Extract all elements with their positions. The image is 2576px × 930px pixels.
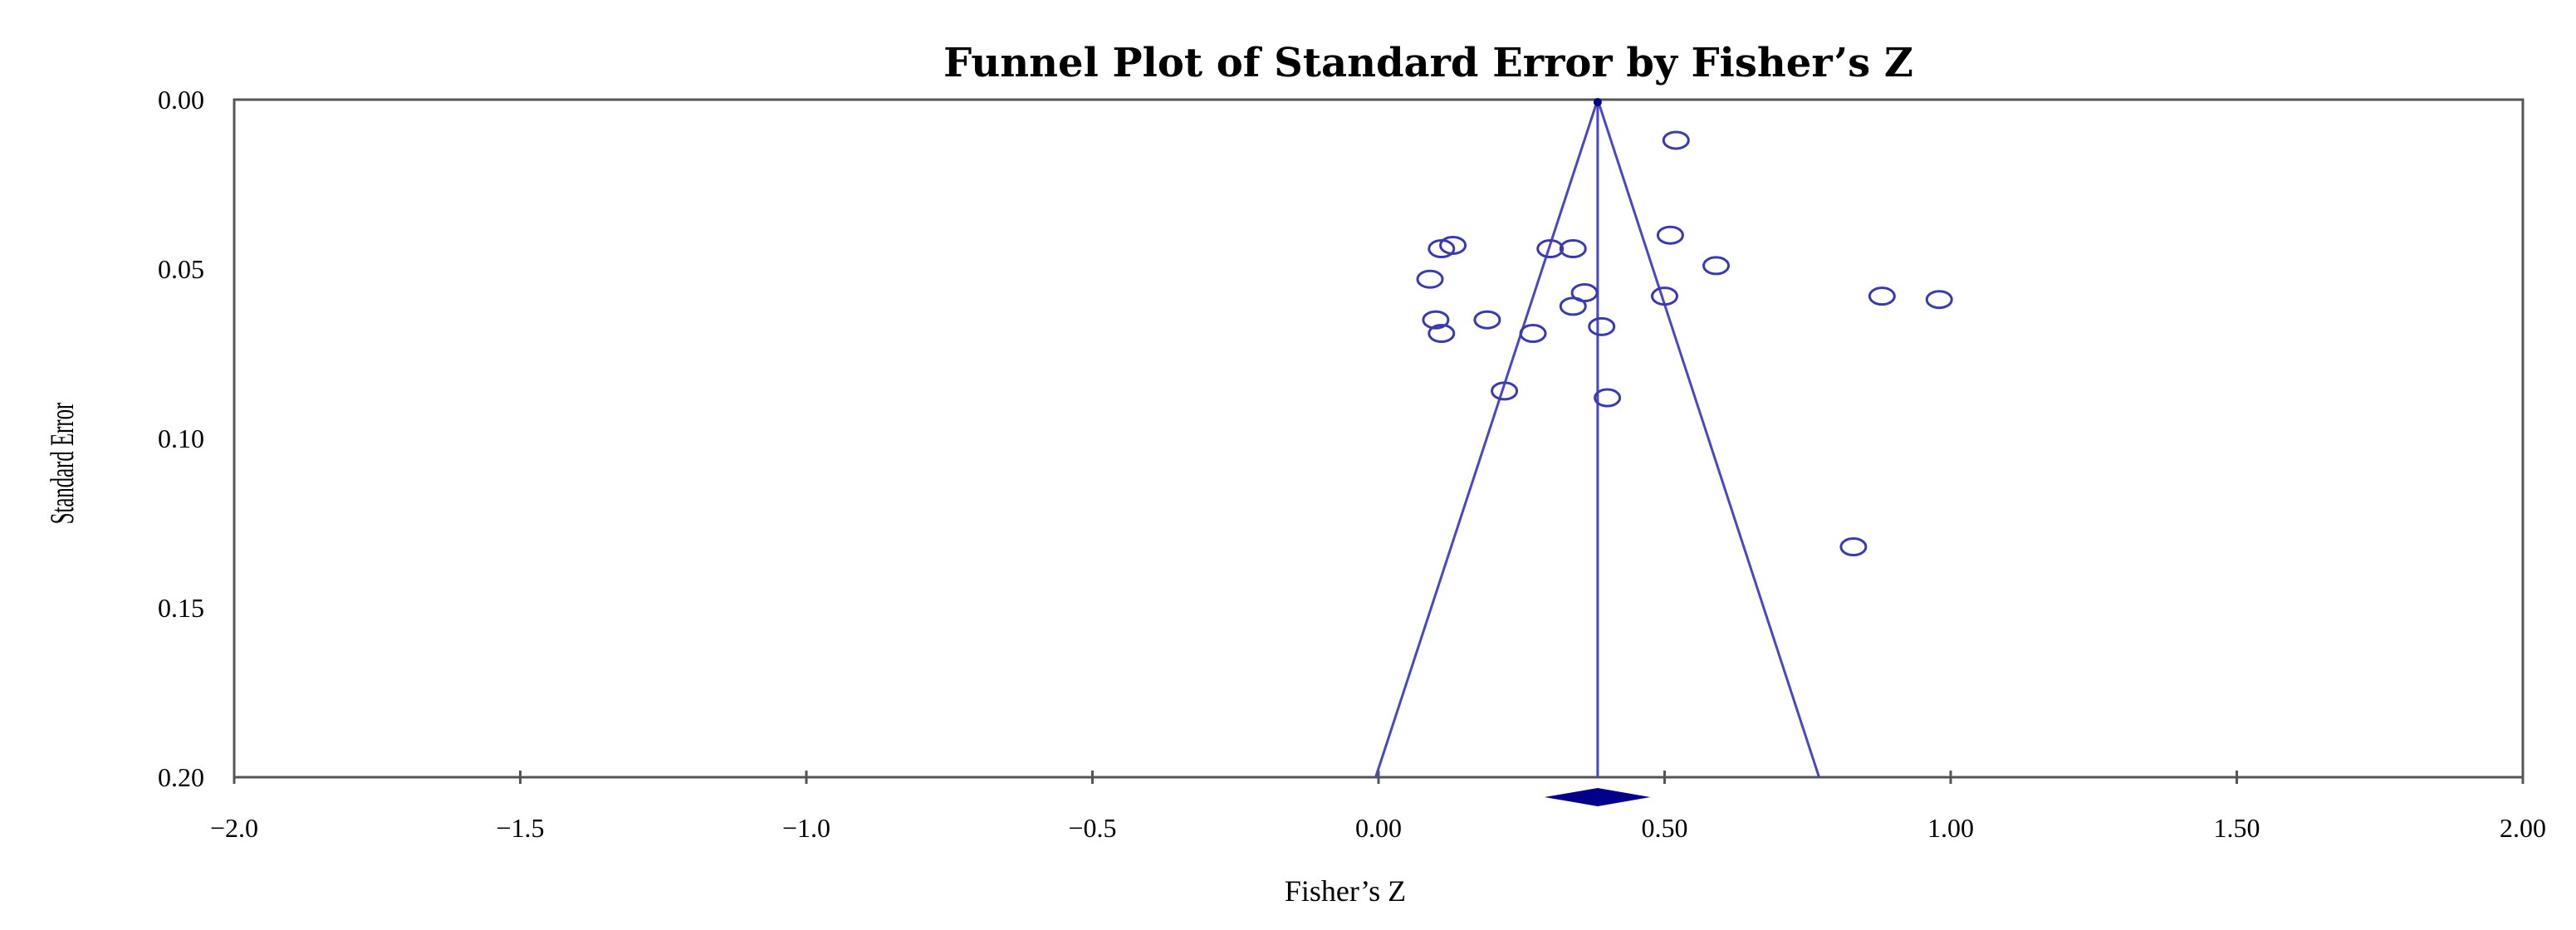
x-tick-label: 2.00 [2500, 813, 2546, 843]
study-point [1925, 290, 1953, 310]
y-tick-label: 0.15 [158, 593, 204, 623]
study-point [1428, 324, 1456, 344]
chart-title: Funnel Plot of Standard Error by Fisher’… [943, 40, 1913, 86]
study-point [1428, 239, 1456, 259]
study-point [1588, 316, 1616, 336]
funnel-left-line [1374, 99, 1599, 778]
study-point [1559, 296, 1587, 316]
x-tick-label: −0.5 [1068, 813, 1116, 843]
y-axis: 0.00 0.05 0.10 0.15 0.20 [158, 85, 204, 792]
study-point [1536, 239, 1565, 259]
funnel-right-line [1596, 99, 1820, 778]
x-axis: −2.0 −1.5 −1.0 −0.5 0.00 0.50 1.00 1.50 2.00 [210, 771, 2546, 843]
x-tick-label: 0.00 [1355, 813, 1402, 843]
study-point [1491, 381, 1519, 401]
x-tick-label: 1.00 [1927, 813, 1974, 843]
study-point [1559, 239, 1587, 259]
study-point [1839, 537, 1868, 557]
study-point [1519, 324, 1547, 344]
study-point [1422, 310, 1450, 330]
summary-diamond-group [1544, 788, 1651, 806]
x-tick-label: 1.50 [2214, 813, 2260, 843]
study-point [1651, 286, 1678, 306]
study-point [1868, 286, 1896, 306]
x-tick-label: 0.50 [1642, 813, 1688, 843]
x-axis-label: Fisher’s Z [1285, 874, 1406, 908]
y-tick-label: 0.20 [158, 762, 204, 792]
y-axis-label: Standard Error [44, 403, 81, 525]
plot-area [233, 98, 2525, 779]
x-tick-label: −1.5 [496, 813, 544, 843]
y-tick-label: 0.00 [158, 85, 204, 115]
y-tick-label: 0.05 [158, 254, 204, 284]
summary-diamond [1544, 788, 1651, 806]
y-tick-label: 0.10 [158, 423, 204, 453]
funnel-apex-dot [1593, 98, 1602, 106]
study-point [1656, 225, 1684, 245]
study-point [1662, 130, 1690, 150]
x-tick-label: −1.0 [782, 813, 830, 843]
study-point [1594, 388, 1622, 408]
data-points [1416, 130, 1953, 557]
study-point [1416, 269, 1444, 289]
study-point [1473, 310, 1501, 330]
funnel-lines [1374, 98, 1820, 778]
study-point [1702, 256, 1731, 276]
x-tick-label: −2.0 [210, 813, 258, 843]
